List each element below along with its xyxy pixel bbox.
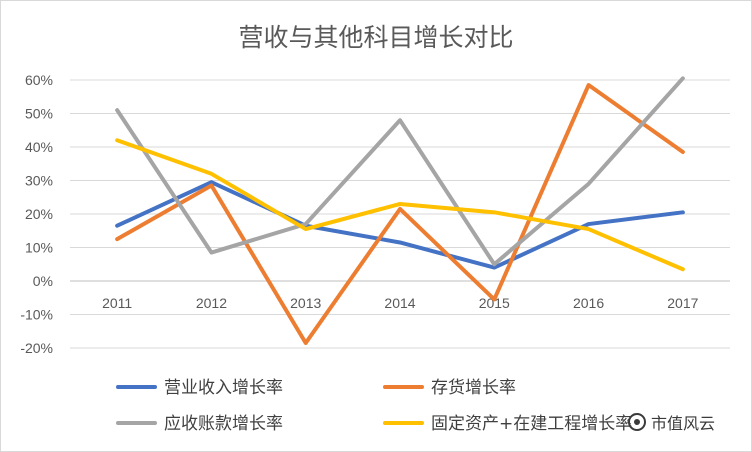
watermark: 市值风云 xyxy=(628,410,715,434)
chart-title: 营收与其他科目增长对比 xyxy=(238,23,514,52)
y-tick-label: 0% xyxy=(33,273,53,289)
series-line xyxy=(115,83,685,345)
series-line xyxy=(115,180,685,270)
x-tick-label: 2017 xyxy=(667,295,698,311)
x-tick-label: 2014 xyxy=(384,295,415,311)
series-line xyxy=(115,76,685,267)
legend-label: 营业收入增长率 xyxy=(164,378,283,398)
y-tick-label: 30% xyxy=(25,173,53,189)
x-tick-label: 2013 xyxy=(290,295,321,311)
y-tick-label: -20% xyxy=(20,340,53,356)
y-axis-ticks: 60% 50% 40% 30% 20% 10% 0% -10% -20% xyxy=(20,72,53,356)
watermark-text: 市值风云 xyxy=(651,414,716,433)
legend-label: 存货增长率 xyxy=(431,378,516,398)
y-tick-label: 60% xyxy=(25,72,53,88)
y-tick-label: -10% xyxy=(20,307,53,323)
y-tick-label: 50% xyxy=(25,106,53,122)
y-tick-label: 10% xyxy=(25,240,53,256)
legend-label: 固定资产+在建工程增长率 xyxy=(431,414,632,434)
x-tick-label: 2011 xyxy=(102,295,132,311)
x-axis-ticks: 2011 2012 2013 2014 2015 2016 2017 xyxy=(102,295,699,311)
x-tick-label: 2016 xyxy=(573,295,604,311)
series-lines xyxy=(115,76,685,345)
y-tick-label: 40% xyxy=(25,139,53,155)
legend-label: 应收账款增长率 xyxy=(164,414,283,434)
company-logo-icon xyxy=(628,413,646,431)
y-tick-label: 20% xyxy=(25,206,53,222)
x-tick-label: 2015 xyxy=(479,295,510,311)
x-tick-label: 2012 xyxy=(196,295,227,311)
series-line xyxy=(115,138,685,272)
